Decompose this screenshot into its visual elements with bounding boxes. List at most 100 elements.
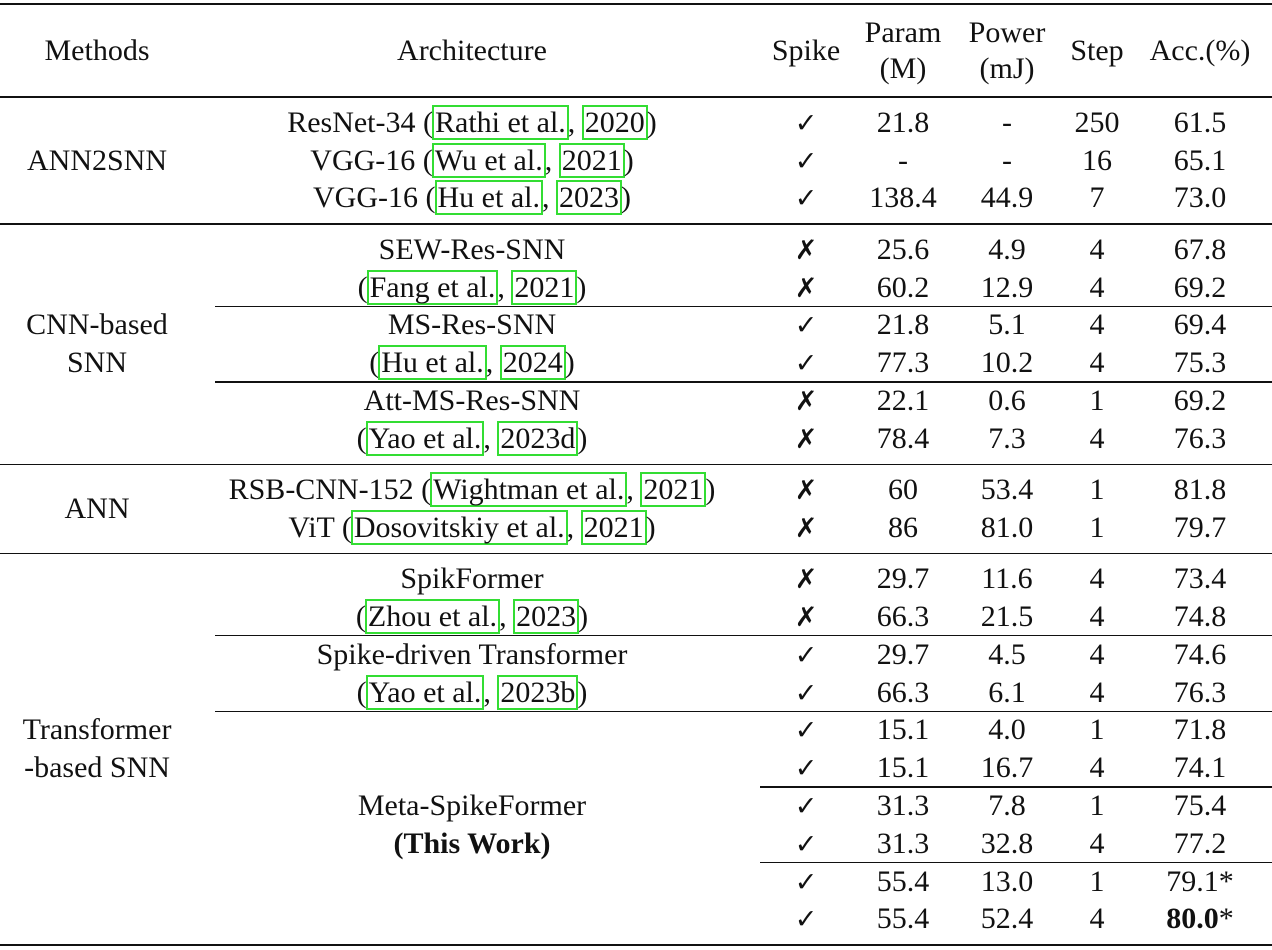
cell: ✗ [761, 382, 851, 420]
cell-text: 4 [1089, 346, 1105, 380]
architecture-text: ) [578, 600, 589, 634]
cell: 1 [1052, 471, 1142, 509]
cell: ✓ [761, 306, 851, 344]
cell-text: 69.2 [1173, 383, 1227, 417]
rule [760, 786, 1272, 788]
cell-text: 13.0 [980, 864, 1034, 898]
cell-text: 7.3 [988, 421, 1026, 455]
citation-link[interactable]: Hu et al. [434, 180, 543, 216]
cell: 44.9 [952, 179, 1062, 217]
cell: 4 [1052, 598, 1142, 636]
spike-mark: ✗ [794, 385, 818, 417]
cell: 73.0 [1140, 179, 1260, 217]
cell: 1 [1052, 787, 1142, 825]
citation-link[interactable]: 2020 [581, 104, 648, 140]
cell-text: 16 [1082, 143, 1112, 177]
citation-link[interactable]: 2021 [580, 509, 647, 545]
spike-mark: ✗ [794, 423, 818, 455]
citation-link[interactable]: 2021 [640, 472, 707, 508]
spike-mark: ✓ [794, 753, 818, 785]
architecture-text: MS-Res-SNN [387, 308, 557, 342]
cell: ✓ [761, 900, 851, 938]
cell: 53.4 [952, 471, 1062, 509]
spike-mark: ✓ [794, 828, 818, 860]
spike-mark: ✓ [794, 791, 818, 823]
architecture-text: ) [623, 143, 634, 177]
cell: 69.2 [1140, 269, 1260, 307]
cell: 77.3 [848, 344, 958, 382]
cell-text: 4 [1089, 600, 1105, 634]
citation-link[interactable]: 2023d [497, 420, 579, 456]
header-cell: Spike [761, 33, 851, 69]
header-text: Power [968, 15, 1046, 49]
citation-link[interactable]: Wightman et al. [430, 472, 628, 508]
header-text: Acc.(%) [1149, 33, 1251, 67]
cell-text: 77.3 [876, 346, 930, 380]
cell-text: 138.4 [869, 181, 937, 215]
cell: 1 [1052, 863, 1142, 901]
cell: 55.4 [848, 863, 958, 901]
architecture-text: ( [357, 270, 368, 304]
architecture-text: , [483, 421, 499, 455]
architecture-text: ) [646, 105, 657, 139]
cell: ✗ [761, 471, 851, 509]
cell-text: 21.5 [980, 600, 1034, 634]
architecture-line: ViT (Dosovitskiy et al., 2021) [192, 509, 752, 547]
citation-link[interactable]: Rathi et al. [432, 104, 569, 140]
architecture-line: (Yao et al., 2023d) [192, 420, 752, 458]
architecture-text: , [485, 346, 501, 380]
cell-text: 25.6 [876, 232, 930, 266]
spike-mark: ✓ [794, 715, 818, 747]
cell: 29.7 [848, 560, 958, 598]
cell-text: - [1002, 105, 1012, 139]
architecture-text: ViT ( [288, 510, 352, 544]
method-text: ANN2SNN [26, 143, 167, 177]
cell-text: 4 [1089, 562, 1105, 596]
citation-link[interactable]: Dosovitskiy et al. [350, 509, 568, 545]
cell: ✓ [761, 636, 851, 674]
cell: 21.5 [952, 598, 1062, 636]
architecture-text: , [497, 270, 513, 304]
citation-link[interactable]: Wu et al. [431, 142, 546, 178]
citation-link[interactable]: Yao et al. [365, 674, 485, 710]
architecture-text: , [566, 510, 582, 544]
cell-text: 4 [1089, 232, 1105, 266]
cell: ✗ [761, 509, 851, 547]
architecture-text: SpikFormer [400, 562, 544, 596]
rule [0, 552, 1272, 555]
cell: ✗ [761, 420, 851, 458]
citation-link[interactable]: Fang et al. [366, 269, 499, 305]
cell: - [952, 104, 1062, 142]
citation-link[interactable]: Zhou et al. [364, 599, 501, 635]
citation-link[interactable]: 2024 [499, 345, 566, 381]
cell: 4.0 [952, 711, 1062, 749]
citation-link[interactable]: 2023 [555, 180, 622, 216]
citation-link[interactable]: Yao et al. [365, 420, 485, 456]
cell: ✓ [761, 749, 851, 787]
cell: 79.1* [1140, 863, 1260, 901]
citation-link[interactable]: 2023 [513, 599, 580, 635]
cell: 0.6 [952, 382, 1062, 420]
cell-text: 4 [1089, 270, 1105, 304]
method-text: ANN [64, 491, 130, 525]
architecture-text: ) [564, 346, 575, 380]
citation-link[interactable]: 2023b [497, 674, 579, 710]
architecture-text: ) [620, 181, 631, 215]
citation-link[interactable]: 2021 [558, 142, 625, 178]
cell-text: 10.2 [980, 346, 1034, 380]
method-text: -based SNN [24, 751, 170, 785]
cell-text: - [1002, 143, 1012, 177]
cell: 71.8 [1140, 711, 1260, 749]
cell: 4 [1052, 674, 1142, 712]
architecture-line: ResNet-34 (Rathi et al., 2020) [192, 104, 752, 142]
cell: ✗ [761, 598, 851, 636]
cell: 52.4 [952, 900, 1062, 938]
cell-text: 65.1 [1173, 143, 1227, 177]
citation-link[interactable]: Hu et al. [378, 345, 487, 381]
architecture-text: ) [577, 421, 588, 455]
cell-text: 16.7 [980, 751, 1034, 785]
architecture-text: , [541, 181, 557, 215]
citation-link[interactable]: 2021 [511, 269, 578, 305]
architecture-text: VGG-16 ( [313, 181, 436, 215]
cell-text: 53.4 [980, 473, 1034, 507]
